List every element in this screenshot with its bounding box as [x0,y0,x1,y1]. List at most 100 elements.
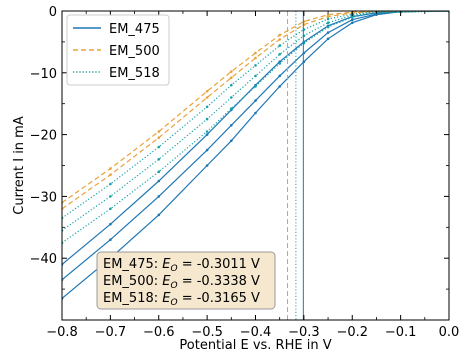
data-point [109,173,112,177]
annotation-series: EM_475 [103,257,154,272]
x-tick-label: −0.8 [46,325,78,340]
x-axis-label: Potential E vs. RHE in V [179,338,331,353]
x-tick-label: −0.3 [288,325,320,340]
data-point [157,130,161,133]
data-point [230,70,233,73]
legend-label-em-518: EM_518 [109,66,160,81]
legend-frame [66,14,170,86]
data-point [157,145,161,149]
data-point [351,21,354,25]
annotation-line-em-500: EM_500: EO = -0.3338 V [103,274,260,291]
data-point [351,15,354,19]
series-layer [62,11,449,300]
data-point [109,238,112,241]
y-axis: 0 −10 −20 −30 −40 [30,5,449,290]
x-tick-label: −0.4 [240,325,272,340]
annotation-line-em-518: EM_518: EO = -0.3165 V [103,291,260,308]
data-point [254,111,257,115]
y-tick-label: −40 [30,252,57,267]
data-point [254,85,257,88]
series-em-500 [62,11,449,211]
x-tick-label: −0.6 [143,325,175,340]
data-point [278,38,282,41]
data-point [205,117,209,121]
data-point [157,136,161,139]
annotation-value: = -0.3165 V [182,291,260,306]
annotation-value: = -0.3338 V [182,274,260,289]
legend-label-em-475: EM_475 [109,22,160,37]
data-point [278,85,282,88]
data-point [157,179,161,183]
legend: EM_475 EM_500 EM_518 [66,14,170,86]
series-em-500-scan-2 [62,11,449,210]
data-point [278,62,282,65]
data-point [326,21,330,25]
data-point [157,213,161,217]
series-em-500-scan-1 [62,11,449,204]
data-point [157,170,161,173]
data-point [205,164,209,167]
y-axis-label: Current I in mA [12,116,27,215]
series-em-518-scan-2 [62,11,449,231]
onset-lines [287,11,304,320]
x-tick-label: −0.7 [95,325,127,340]
data-point [254,64,257,67]
annotation-symbol: E [162,274,171,289]
data-point [205,105,209,109]
y-tick-label: −20 [30,129,57,144]
data-point [205,96,209,99]
data-point [326,17,330,21]
data-point [278,33,282,37]
data-point [205,90,209,93]
x-tick-label: −0.1 [385,325,417,340]
annotation-subscript: O [170,298,177,308]
annotation-symbol: E [162,291,171,306]
data-point [278,44,282,47]
series-em-518-scan-1 [62,11,449,219]
x-tick-label: 0.0 [439,325,460,340]
x-tick-label: −0.2 [336,325,368,340]
x-tick-label: −0.5 [191,325,223,340]
x-axis: −0.8 −0.7 −0.6 −0.5 −0.4 −0.3 −0.2 −0.1 0.0 [46,11,459,340]
data-point [157,195,161,198]
data-point [205,133,209,136]
data-point [326,15,330,18]
data-point [230,83,233,87]
data-point [278,60,282,63]
y-tick-label: −10 [30,67,57,82]
annotation-series: EM_518 [103,291,154,306]
data-point [351,18,354,22]
annotation-subscript: O [170,281,177,291]
data-point [109,222,112,226]
data-point [230,124,233,127]
y-tick-label: −30 [30,190,57,205]
data-point [230,139,233,143]
data-point [278,53,282,56]
data-point [278,74,282,78]
data-point [254,56,257,60]
data-point [205,148,209,152]
series-em-518-scan-3 [62,11,449,244]
data-point [230,76,233,79]
data-point [254,74,257,78]
data-point [230,107,233,110]
data-point [326,25,330,29]
data-point [109,207,112,211]
legend-label-em-500: EM_500 [109,44,160,59]
data-point [109,167,112,170]
data-point [109,182,112,186]
data-point [254,99,257,102]
data-point [230,96,233,99]
annotation-series: EM_500 [103,274,154,289]
annotation-line-em-475: EM_475: EO = -0.3011 V [103,257,260,274]
onset-annotation-box: EM_475: EO = -0.3011 V EM_500: EO = -0.3… [96,251,276,310]
annotation-frame [96,251,276,310]
data-point [326,31,330,34]
data-point [326,37,330,41]
data-point [326,13,330,16]
data-point [157,158,161,161]
annotation-subscript: O [170,264,177,274]
annotation-symbol: E [162,257,171,272]
y-tick-label: 0 [49,5,57,20]
